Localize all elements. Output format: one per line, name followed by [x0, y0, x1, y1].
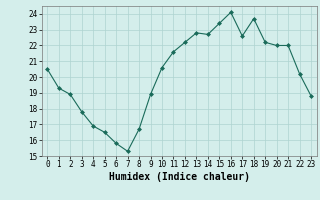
X-axis label: Humidex (Indice chaleur): Humidex (Indice chaleur) [109, 172, 250, 182]
